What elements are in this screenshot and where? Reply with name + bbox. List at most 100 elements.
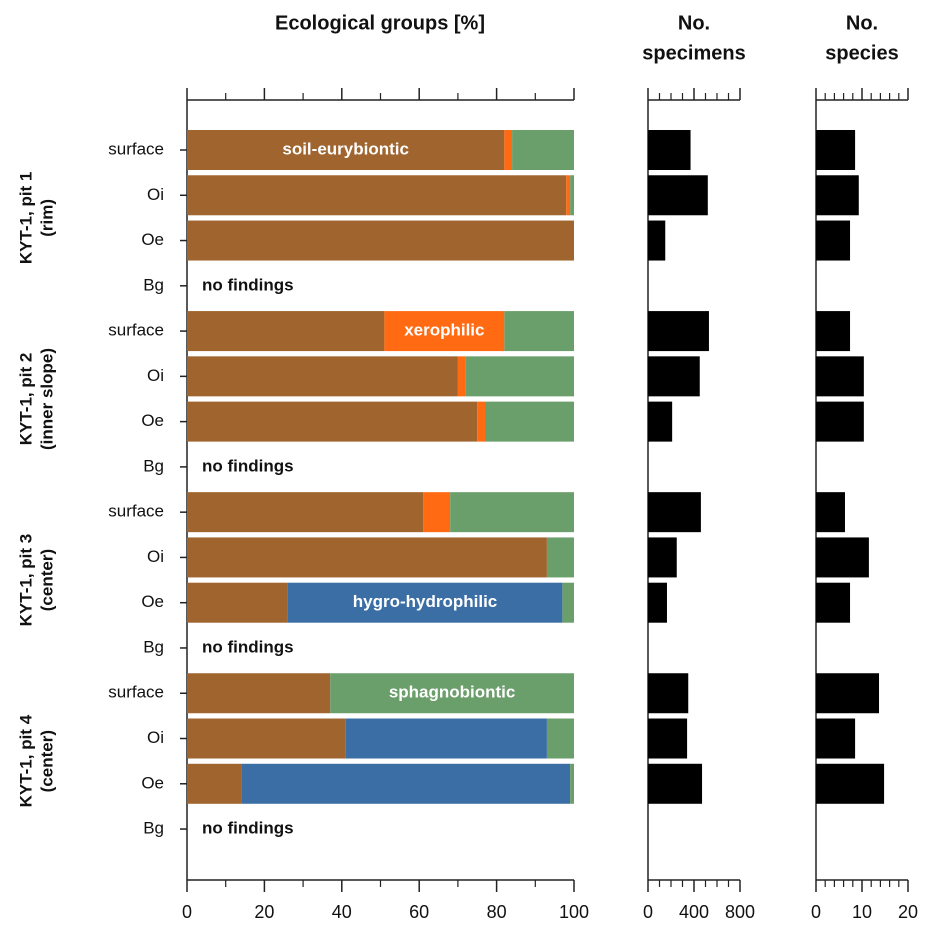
x-tick-label: 20 (898, 902, 918, 922)
x-tick-label: 800 (725, 902, 755, 922)
category-label: Oe (141, 773, 164, 792)
bar (816, 492, 845, 533)
annotation: no findings (202, 275, 294, 294)
legend-label: sphagnobiontic (389, 683, 516, 702)
panel-title: No. (846, 12, 878, 34)
bar-segment (384, 311, 505, 352)
category-label: Oi (147, 366, 164, 385)
bar-segment (187, 718, 346, 759)
category-label: surface (108, 321, 164, 340)
bar-segment (570, 763, 574, 804)
bar (648, 220, 666, 261)
category-label: Bg (143, 637, 164, 656)
bar (648, 175, 708, 216)
bar (648, 401, 673, 442)
bar-segment (504, 311, 574, 352)
bar (648, 763, 703, 804)
bar-segment (187, 763, 242, 804)
category-label: surface (108, 139, 164, 158)
category-label: Bg (143, 819, 164, 838)
group-label: KYT-1, pit 1 (16, 172, 35, 265)
annotation: no findings (202, 637, 294, 656)
bar-segment (187, 175, 567, 216)
bar (648, 673, 689, 714)
group-label: (rim) (37, 199, 56, 237)
bar (816, 175, 859, 216)
group-label: KYT-1, pit 3 (16, 534, 35, 627)
bar (816, 718, 856, 759)
panel-title: No. (678, 12, 710, 34)
bar (816, 537, 869, 578)
bar-segment (450, 492, 574, 533)
bar-segment (187, 401, 478, 442)
bar-segment (187, 673, 331, 714)
bar (816, 763, 885, 804)
group-label: (inner slope) (37, 348, 56, 450)
group-label: (center) (37, 549, 56, 611)
panel-title: species (825, 42, 898, 64)
legend-label: soil-eurybiontic (282, 139, 409, 158)
bar-segment (187, 311, 385, 352)
bar-segment (187, 582, 288, 623)
category-label: Oi (147, 185, 164, 204)
category-label: Oe (141, 230, 164, 249)
category-label: Oe (141, 592, 164, 611)
bar (648, 356, 700, 397)
x-tick-label: 100 (559, 902, 589, 922)
x-tick-label: 0 (182, 902, 192, 922)
panel-title: specimens (642, 42, 745, 64)
bar (648, 718, 688, 759)
bar-segment (345, 718, 547, 759)
x-tick-label: 0 (811, 902, 821, 922)
bar-segment (287, 582, 563, 623)
category-label: Bg (143, 275, 164, 294)
bar-segment (546, 537, 574, 578)
bar (816, 311, 851, 352)
bar (816, 130, 856, 170)
bar-segment (484, 401, 574, 442)
bar-segment (562, 582, 574, 623)
bar (648, 537, 677, 578)
category-label: Oi (147, 547, 164, 566)
bar (816, 401, 864, 442)
bar-segment (477, 401, 485, 442)
bar (816, 582, 851, 623)
panel-title: Ecological groups [%] (275, 12, 485, 34)
bar (816, 356, 864, 397)
bar (648, 311, 709, 352)
bar-segment (570, 175, 574, 216)
category-label: Bg (143, 456, 164, 475)
bar-segment (566, 175, 571, 216)
category-label: surface (108, 683, 164, 702)
bar-segment (187, 130, 505, 170)
x-tick-label: 80 (487, 902, 507, 922)
bar (816, 673, 880, 714)
bar-segment (457, 356, 466, 397)
x-tick-label: 0 (643, 902, 653, 922)
category-label: Oi (147, 728, 164, 747)
annotation: no findings (202, 456, 294, 475)
bar-segment (241, 763, 571, 804)
legend-label: xerophilic (404, 321, 484, 340)
group-label: KYT-1, pit 4 (16, 714, 35, 807)
x-tick-label: 20 (254, 902, 274, 922)
group-label: KYT-1, pit 2 (16, 353, 35, 446)
x-tick-label: 400 (679, 902, 709, 922)
bar-segment (187, 492, 424, 533)
bar-segment (423, 492, 451, 533)
category-label: Oe (141, 411, 164, 430)
legend-label: hygro-hydrophilic (353, 592, 498, 611)
bar (816, 220, 851, 261)
bar (648, 492, 701, 533)
bar-segment (187, 220, 574, 261)
bar-segment (512, 130, 574, 170)
bar-segment (504, 130, 513, 170)
annotation: no findings (202, 819, 294, 838)
bar (648, 130, 691, 170)
x-tick-label: 10 (852, 902, 872, 922)
bar-segment (187, 356, 458, 397)
group-label: (center) (37, 730, 56, 792)
bar-segment (330, 673, 574, 714)
bar-segment (546, 718, 574, 759)
